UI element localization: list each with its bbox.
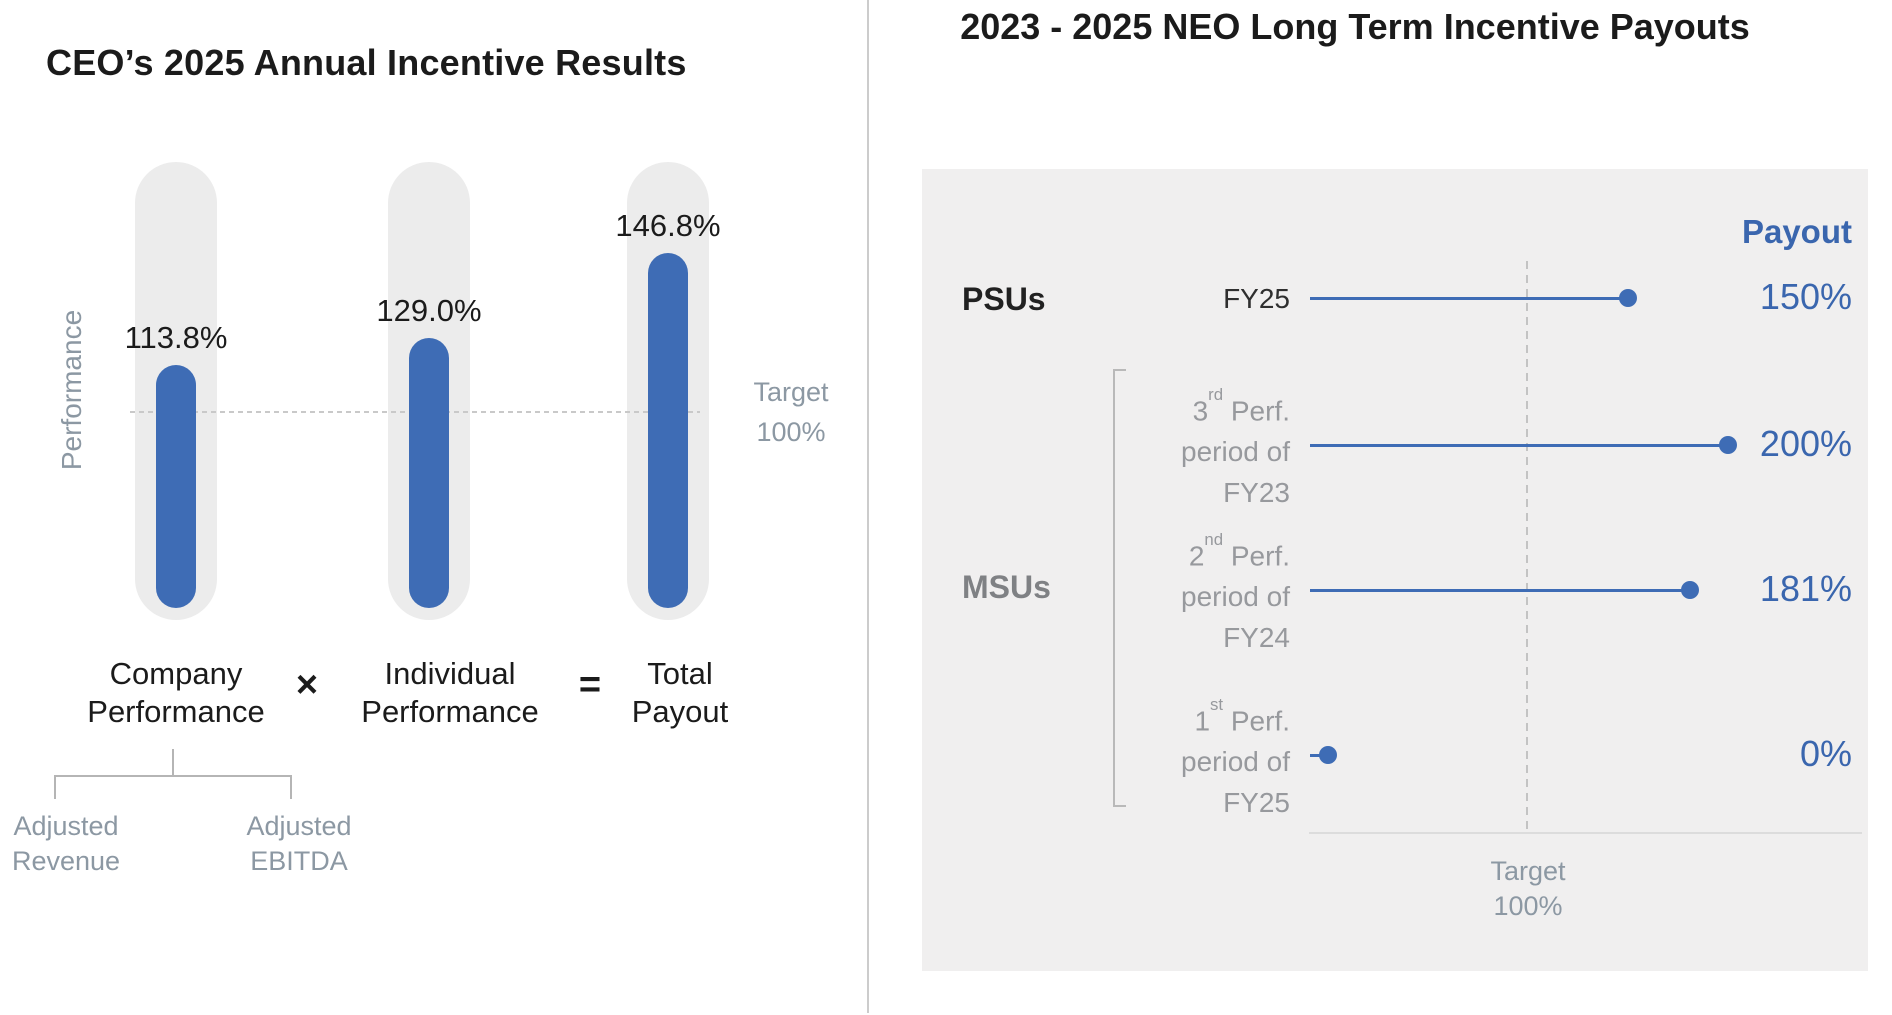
payout-value: 200% [1759,423,1852,464]
equation-term-line: Performance [87,694,265,729]
lollipop-dot [1319,746,1337,764]
lollipop-line [1310,444,1728,447]
row-label-line: 1st Perf. [1194,695,1290,736]
company-bracket [54,775,292,799]
equation-term-line: Payout [631,694,729,729]
metric-label-line: Adjusted [13,811,119,841]
lollipop-line [1310,297,1628,300]
msu-group-bracket [1113,369,1126,807]
payout-column-header: Payout [1741,213,1852,250]
target-label-line2: 100% [756,417,826,447]
lollipop-rows-layer: FY25 150% 3rd Perf. period of FY23 200% 2nd Pe… [922,169,1868,971]
metric-adjusted-ebitda: Adjusted EBITDA [229,809,369,879]
row-label-line: FY24 [1223,621,1290,653]
equation-term-company: Company Performance [56,655,296,731]
equation-term-line: Total [647,656,713,691]
row-label-line: 2nd Perf. [1188,530,1290,571]
equation-term-line: Performance [361,694,539,729]
row-label-line: period of [1181,745,1290,777]
baseline-axis [1309,832,1862,834]
multiply-operator: × [295,664,319,706]
panel-divider [867,0,869,1013]
bar-value-label: 113.8% [124,320,228,355]
metric-label-line: Adjusted [246,811,352,841]
equals-operator: = [578,664,602,706]
row-label-line: FY25 [1223,282,1290,314]
bar-value-label: 129.0% [376,293,482,328]
group-label-msus: MSUs [962,569,1051,605]
target-dashed-line-vertical [1526,261,1528,832]
thermometer-bars-layer: 113.8% 129.0% 146.8% [0,0,867,1015]
row-label-line: period of [1181,580,1290,612]
row-label-line: FY25 [1223,786,1290,818]
row-label: FY25 [1223,278,1290,319]
metric-adjusted-revenue: Adjusted Revenue [0,809,136,879]
payout-value: 0% [1799,733,1852,774]
left-chart-title: CEO’s 2025 Annual Incentive Results [46,42,687,83]
right-chart-title: 2023 - 2025 NEO Long Term Incentive Payo… [960,6,1750,47]
lti-payouts-panel: Payout Target 100% PSUs MSUs FY25 150% 3rd… [922,169,1868,971]
target-label: Target 100% [726,372,856,452]
lollipop-dot [1619,289,1637,307]
target-label-line2: 100% [1493,891,1563,921]
target-label-line1: Target [753,377,829,407]
equation-term-line: Individual [384,656,516,691]
payout-value: 181% [1759,568,1852,609]
bar-fill [156,365,196,608]
lollipop-dot [1719,436,1737,454]
row-label-line: 3rd Perf. [1192,385,1290,426]
equation-term-individual: Individual Performance [330,655,570,731]
metric-label-line: Revenue [11,846,121,876]
bar-value-label: 146.8% [615,208,721,243]
equation-term-total: Total Payout [560,655,800,731]
metric-label-line: EBITDA [250,846,348,876]
payout-value: 150% [1759,276,1852,317]
row-label: 3rd Perf. period of FY23 [1181,384,1290,513]
row-label-line: FY23 [1223,476,1290,508]
equation-term-line: Company [109,656,243,691]
target-label: Target 100% [1446,854,1610,924]
lollipop-dot [1681,581,1699,599]
lollipop-line [1310,589,1690,592]
bar-fill [409,338,449,608]
company-bracket-stem [172,749,174,775]
target-label-line1: Target [1490,856,1566,886]
row-label-line: period of [1181,435,1290,467]
bar-fill [648,253,688,608]
group-label-psus: PSUs [962,281,1046,317]
row-label: 1st Perf. period of FY25 [1181,694,1290,823]
row-label: 2nd Perf. period of FY24 [1181,529,1290,658]
annual-incentive-panel: CEO’s 2025 Annual Incentive Results Perf… [0,0,867,1015]
